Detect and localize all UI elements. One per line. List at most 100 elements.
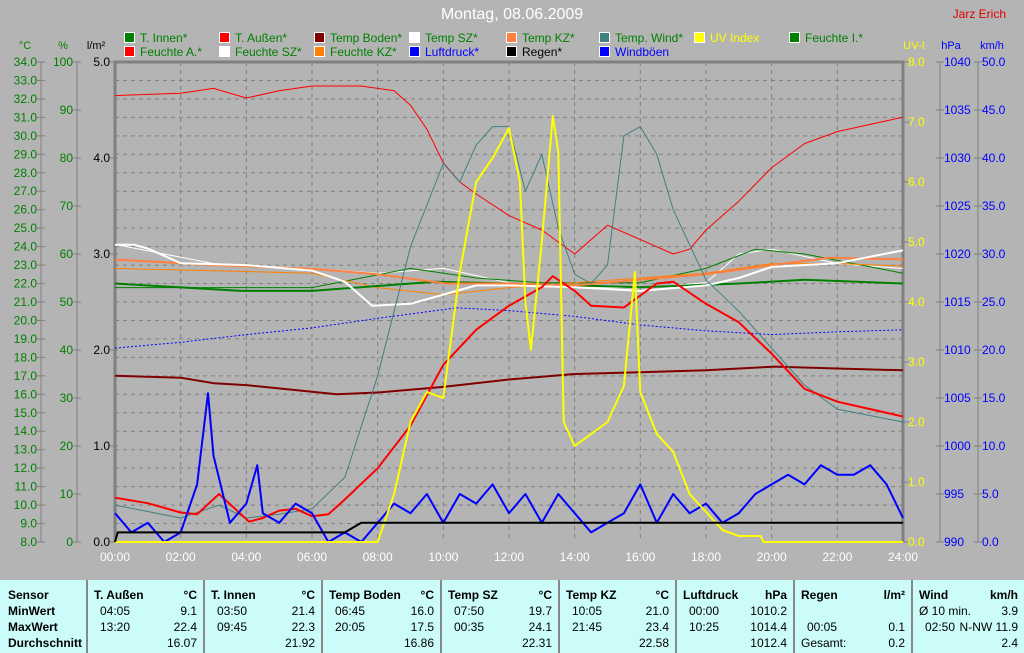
x-tick-label: 04:00 bbox=[231, 550, 261, 564]
legend-swatch bbox=[314, 46, 325, 57]
legend-swatch bbox=[599, 32, 610, 43]
y-tick-label-temp: 23.0 bbox=[14, 258, 38, 272]
table-row: 13:20 22.4 bbox=[94, 619, 197, 635]
series-line-temp-sz bbox=[115, 243, 904, 307]
sensor-column: T. Innen °C 03:50 21.4 09:45 22.3 21.92 bbox=[205, 580, 323, 653]
measurement-value: 21.4 bbox=[291, 604, 315, 618]
y-tick-label-temp: 20.0 bbox=[14, 313, 38, 327]
unit-label: °C bbox=[183, 588, 197, 602]
legend-swatch bbox=[314, 32, 325, 43]
y-tick-label-pressure: 1040 bbox=[944, 55, 971, 69]
unit-label: hPa bbox=[764, 588, 787, 602]
y-tick-label-temp: 12.0 bbox=[14, 461, 38, 475]
y-tick-label-wind: 30.0 bbox=[982, 247, 1006, 261]
time-value: 03:50 bbox=[217, 604, 248, 618]
measurement-value: 22.31 bbox=[521, 636, 552, 650]
column-header: Wind km/h bbox=[919, 587, 1018, 603]
legend-item: Temp. Wind* bbox=[599, 31, 683, 45]
legend-swatch bbox=[219, 32, 230, 43]
time-value: 06:45 bbox=[335, 604, 366, 618]
axis-unit-temp: °C bbox=[19, 40, 31, 52]
y-tick-label-temp: 28.0 bbox=[14, 166, 38, 180]
measurement-value: 16.07 bbox=[166, 636, 197, 650]
table-row: 20:05 17.5 bbox=[329, 619, 434, 635]
y-tick-label-temp: 27.0 bbox=[14, 184, 38, 198]
measurement-value: 17.5 bbox=[410, 620, 434, 634]
legend-label: UV Index bbox=[710, 31, 760, 45]
series-line-t-au-en bbox=[114, 275, 904, 523]
table-row: 1012.4 bbox=[683, 635, 787, 651]
row-label: MaxWert bbox=[8, 620, 58, 634]
measurement-value: 0.1 bbox=[888, 620, 905, 634]
y-tick-label-humidity: 80 bbox=[60, 151, 74, 165]
sensor-name: Regen bbox=[801, 588, 838, 602]
legend-item: UV Index bbox=[694, 31, 759, 45]
sensor-column: Luftdruck hPa 00:00 1010.2 10:25 1014.4 1012.4 bbox=[677, 580, 795, 653]
y-tick-label-pressure: 1025 bbox=[944, 199, 971, 213]
time-value: Ø 10 min. bbox=[919, 604, 972, 618]
table-row: 22.31 bbox=[448, 635, 552, 651]
legend-item: Regen* bbox=[506, 45, 562, 59]
y-tick-label-temp: 30.0 bbox=[14, 129, 38, 143]
axis-unit-humidity: % bbox=[58, 40, 68, 52]
y-tick-label-rain: 0.0 bbox=[93, 535, 110, 549]
x-tick-label: 00:00 bbox=[100, 550, 130, 564]
time-value: 10:05 bbox=[572, 604, 603, 618]
y-tick-label-pressure: 1000 bbox=[944, 439, 971, 453]
y-tick-label-uv: 7.0 bbox=[908, 115, 925, 129]
time-value: 00:00 bbox=[689, 604, 720, 618]
legend-label: Temp. Wind* bbox=[615, 31, 684, 45]
table-row: Gesamt: 0.2 bbox=[801, 635, 905, 651]
legend-swatch bbox=[599, 46, 610, 57]
y-tick-label-humidity: 30 bbox=[60, 391, 74, 405]
series-line-regen bbox=[114, 521, 903, 543]
legend-item: Windböen bbox=[599, 45, 669, 59]
y-tick-label-wind: 15.0 bbox=[982, 391, 1006, 405]
y-tick-label-temp: 26.0 bbox=[14, 203, 38, 217]
y-tick-label-humidity: 70 bbox=[60, 199, 74, 213]
series-line-luftdruck bbox=[114, 307, 904, 349]
axis-unit-wind: km/h bbox=[980, 40, 1004, 52]
y-tick-label-rain: 3.0 bbox=[93, 247, 110, 261]
x-tick-label: 20:00 bbox=[757, 550, 787, 564]
legend-label: Temp SZ* bbox=[425, 31, 478, 45]
time-value: 20:05 bbox=[335, 620, 366, 634]
x-tick-label: 14:00 bbox=[560, 550, 590, 564]
legend-item: Temp Boden* bbox=[314, 31, 402, 45]
y-tick-label-uv: 6.0 bbox=[908, 175, 925, 189]
measurement-value: 22.3 bbox=[291, 620, 315, 634]
y-tick-label-humidity: 40 bbox=[60, 343, 74, 357]
unit-label: °C bbox=[655, 588, 669, 602]
y-tick-label-wind: 10.0 bbox=[982, 439, 1006, 453]
sensor-name: Temp KZ bbox=[566, 588, 617, 602]
y-tick-label-uv: 1.0 bbox=[908, 475, 925, 489]
y-tick-label-temp: 9.0 bbox=[20, 517, 37, 531]
time-value: 21:45 bbox=[572, 620, 603, 634]
table-row: 2.4 bbox=[919, 635, 1018, 651]
x-tick-label: 24:00 bbox=[888, 550, 918, 564]
series-line-feuchte-a bbox=[114, 85, 904, 255]
legend-item: Luftdruck* bbox=[409, 45, 479, 59]
y-tick-label-pressure: 1035 bbox=[944, 103, 971, 117]
measurement-value: 21.0 bbox=[645, 604, 669, 618]
time-value: 00:05 bbox=[807, 620, 838, 634]
legend-item: T. Innen* bbox=[124, 31, 187, 45]
y-tick-label-pressure: 995 bbox=[944, 487, 964, 501]
legend-item: Temp KZ* bbox=[506, 31, 575, 45]
legend-swatch bbox=[219, 46, 230, 57]
time-value: 02:50 bbox=[925, 620, 956, 634]
table-row: 16.86 bbox=[329, 635, 434, 651]
y-tick-label-temp: 15.0 bbox=[14, 406, 38, 420]
y-tick-label-uv: 2.0 bbox=[908, 415, 925, 429]
x-tick-label: 02:00 bbox=[166, 550, 196, 564]
table-row: 09:45 22.3 bbox=[211, 619, 315, 635]
time-value: 10:25 bbox=[689, 620, 720, 634]
sensor-name: Temp SZ bbox=[448, 588, 498, 602]
y-tick-label-temp: 16.0 bbox=[14, 387, 38, 401]
column-header: Regen l/m² bbox=[801, 587, 905, 603]
y-tick-label-humidity: 100 bbox=[53, 55, 73, 69]
column-header: Temp Boden °C bbox=[329, 587, 434, 603]
table-row: 00:35 24.1 bbox=[448, 619, 552, 635]
legend-swatch bbox=[124, 32, 135, 43]
axis-unit-pressure: hPa bbox=[941, 40, 961, 52]
